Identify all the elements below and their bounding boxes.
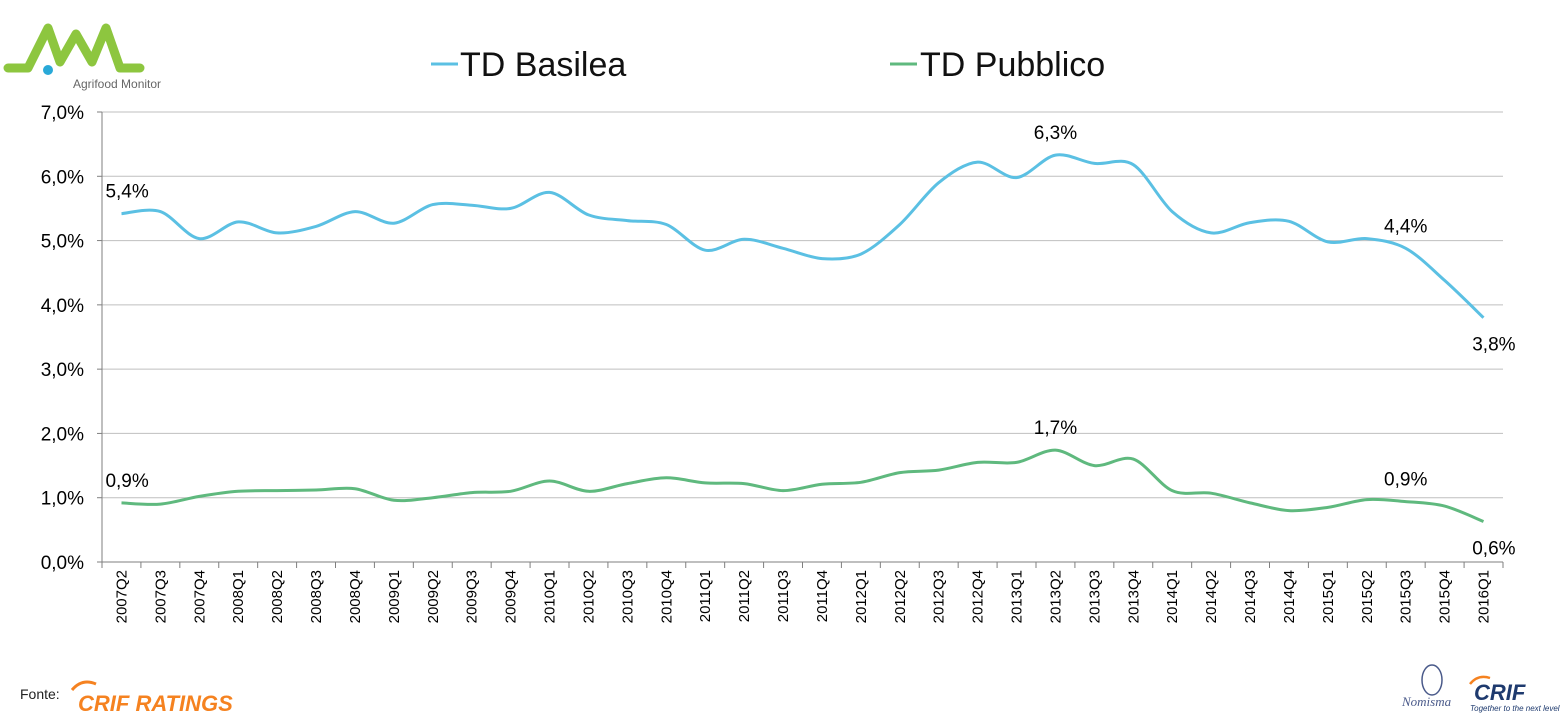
series-line-td-basilea	[121, 153, 1485, 319]
x-tick-label: 2014Q2	[1203, 570, 1220, 623]
x-tick-label: 2010Q2	[580, 570, 597, 623]
x-tick-label: 2009Q4	[503, 570, 520, 623]
x-tick-label: 2012Q3	[931, 570, 948, 623]
data-label: 0,9%	[105, 471, 148, 492]
x-tick-label: 2007Q2	[113, 570, 130, 623]
data-label: 3,8%	[1472, 335, 1515, 356]
x-tick-label: 2008Q2	[269, 570, 286, 623]
x-tick-label: 2009Q3	[464, 570, 481, 623]
crif-ratings-text: CRIF RATINGS	[78, 691, 233, 716]
x-tick-label: 2012Q1	[853, 570, 870, 623]
legend-label-basilea: TD Basilea	[460, 46, 626, 84]
source-label: Fonte:	[20, 686, 60, 702]
nomisma-logo: Nomisma	[1401, 664, 1452, 709]
crif-swoosh-icon	[70, 680, 97, 692]
x-tick-label: 2016Q1	[1476, 570, 1493, 623]
x-tick-label: 2011Q4	[814, 570, 831, 622]
x-tick-label: 2014Q4	[1281, 570, 1298, 623]
x-tick-label: 2015Q3	[1398, 570, 1415, 623]
y-tick-label: 0,0%	[41, 553, 84, 574]
x-tick-label: 2012Q2	[892, 570, 909, 623]
logo-caption: Agrifood Monitor	[73, 77, 161, 91]
nomisma-emblem-icon	[1421, 664, 1443, 696]
x-tick-label: 2011Q2	[736, 570, 753, 622]
x-tick-label: 2010Q3	[619, 570, 636, 623]
data-label: 6,3%	[1034, 123, 1077, 144]
y-tick-label: 4,0%	[41, 296, 84, 317]
x-tick-label: 2013Q1	[1009, 570, 1026, 623]
x-tick-label: 2015Q2	[1359, 570, 1376, 623]
crif-ratings-logo: CRIF RATINGS	[70, 680, 233, 716]
x-tick-label: 2010Q4	[658, 570, 675, 623]
x-tick-label: 2013Q3	[1086, 570, 1103, 623]
x-tick-label: 2009Q2	[425, 570, 442, 623]
x-axis-tick-labels: 2007Q2 2007Q3 2007Q4 2008Q1 2008Q2 2008Q3 2008…	[113, 570, 1492, 623]
data-labels: 5,4% 6,3% 4,4% 3,8% 0,9% 1,7% 0,9% 0,6%	[105, 123, 1515, 559]
data-label: 5,4%	[105, 182, 148, 203]
data-label: 1,7%	[1034, 418, 1077, 439]
x-tick-label: 2012Q4	[970, 570, 987, 623]
logo-pulse-icon	[3, 23, 145, 73]
gridlines	[102, 111, 1503, 499]
series-line-td-pubblico	[121, 448, 1485, 523]
legend: TD Basilea TD Pubblico	[431, 46, 1105, 84]
data-label: 0,6%	[1472, 539, 1515, 560]
x-tick-label: 2013Q2	[1047, 570, 1064, 623]
x-tick-label: 2011Q3	[775, 570, 792, 622]
data-label: 0,9%	[1384, 470, 1427, 491]
y-tick-label: 6,0%	[41, 167, 84, 188]
crif-tagline: Together to the next level	[1470, 704, 1560, 713]
x-tick-label: 2014Q1	[1164, 570, 1181, 623]
data-label: 4,4%	[1384, 216, 1427, 237]
y-tick-label: 3,0%	[41, 360, 84, 381]
x-tick-label: 2007Q4	[191, 570, 208, 623]
axes	[97, 111, 1504, 568]
y-tick-label: 7,0%	[41, 103, 84, 124]
y-tick-label: 5,0%	[41, 232, 84, 253]
agrifood-monitor-logo: Agrifood Monitor	[3, 23, 161, 91]
x-tick-label: 2015Q1	[1320, 570, 1337, 623]
y-tick-label: 2,0%	[41, 424, 84, 445]
x-tick-label: 2010Q1	[542, 570, 559, 623]
x-tick-label: 2011Q1	[697, 570, 714, 622]
crif-logo-swoosh-icon	[1469, 675, 1491, 685]
x-tick-label: 2013Q4	[1125, 570, 1142, 623]
x-tick-label: 2007Q3	[152, 570, 169, 623]
nomisma-text: Nomisma	[1401, 694, 1452, 709]
x-tick-label: 2009Q1	[386, 570, 403, 623]
x-tick-label: 2014Q3	[1242, 570, 1259, 623]
y-tick-label: 1,0%	[41, 489, 84, 510]
x-tick-label: 2008Q3	[308, 570, 325, 623]
logo-dot-icon	[43, 65, 53, 75]
x-tick-label: 2008Q1	[230, 570, 247, 623]
crif-logo: CRIF Together to the next level	[1469, 675, 1560, 713]
series-lines	[121, 153, 1485, 523]
y-axis-tick-labels: 0,0% 1,0% 2,0% 3,0% 4,0% 5,0% 6,0% 7,0%	[41, 103, 84, 574]
x-tick-label: 2008Q4	[347, 570, 364, 623]
crif-text: CRIF	[1474, 680, 1526, 705]
x-tick-label: 2015Q4	[1437, 570, 1454, 623]
legend-label-pubblico: TD Pubblico	[920, 46, 1105, 84]
